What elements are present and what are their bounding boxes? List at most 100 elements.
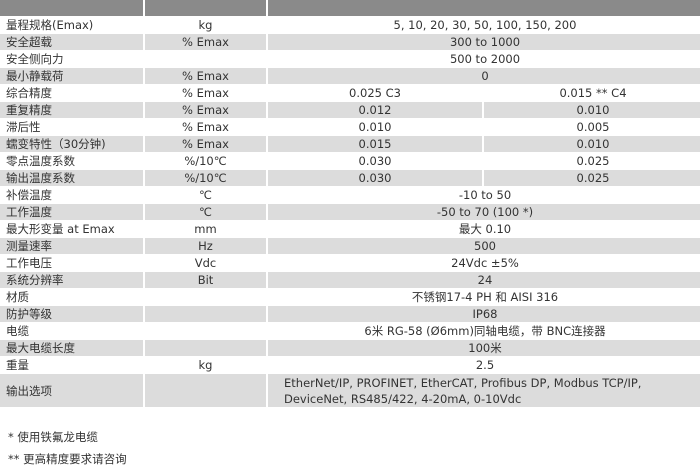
row-value: 24 [268,272,700,288]
header-cell [145,0,266,16]
table-row: 系统分辨率 Bit 24 [0,272,700,288]
row-label: 电缆 [6,324,29,338]
row-value: 0 [268,68,700,84]
table-row: 电缆 6米 RG-58 (Ø6mm)同轴电缆，带 BNC连接器 [0,323,700,339]
row-label: 重量 [6,358,29,372]
row-unit: Bit [145,272,266,288]
row-value: 0.010 [484,136,700,152]
row-label: 蠕变特性（30分钟) [0,136,143,152]
row-unit: %/10℃ [145,170,266,186]
table-row: 综合精度 % Emax 0.025 C3 0.015 ** C4 [0,85,700,101]
row-unit [145,306,266,322]
row-value: 0.025 [484,170,700,186]
row-value: 6米 RG-58 (Ø6mm)同轴电缆，带 BNC连接器 [364,324,606,338]
row-unit: % Emax [145,68,266,84]
row-unit: kg [198,358,213,372]
row-label: 量程规格(Emax) [6,18,94,32]
row-value: 0.012 [268,102,482,118]
header-cell [0,0,143,16]
table-row: 输出温度系数 %/10℃ 0.030 0.025 [0,170,700,186]
table-row: 防护等级 IP68 [0,306,700,322]
row-unit: mm [194,222,217,236]
row-value: 0.010 [358,120,392,134]
row-label: 防护等级 [0,306,143,322]
row-value: 0.015 ** C4 [559,86,627,100]
table-row: 工作电压 Vdc 24Vdc ±5% [0,255,700,271]
row-value: EtherNet/IP, PROFINET, EtherCAT, Profibu… [268,374,700,407]
row-label: 零点温度系数 [6,154,75,168]
row-unit: % Emax [145,136,266,152]
row-value: 0.025 [576,154,610,168]
row-label: 安全侧向力 [6,52,64,66]
row-unit: ℃ [199,188,212,202]
table-row: 工作温度 ℃ -50 to 70 (100 *) [0,204,700,220]
table-row: 重量 kg 2.5 [0,357,700,373]
row-value: 不锈钢17-4 PH 和 AISI 316 [411,290,559,304]
row-value: 0.010 [484,102,700,118]
row-value: 24Vdc ±5% [451,256,519,270]
row-label: 工作温度 [0,204,143,220]
table-row: 蠕变特性（30分钟)% Emax 0.015 0.010 [0,136,700,152]
row-label: 补偿温度 [6,188,52,202]
row-value: 0.025 C3 [349,86,401,100]
row-label: 最大电缆长度 [0,340,143,356]
table-header-row [0,0,700,16]
table-row: 重复精度% Emax 0.012 0.010 [0,102,700,118]
row-unit: % Emax [182,86,229,100]
header-cell [268,0,700,16]
footnotes: * 使用铁氟龙电缆 ** 更高精度要求请咨询 [8,428,127,472]
row-label: 滞后性 [6,120,41,134]
table-row: 安全超载% Emax 300 to 1000 [0,34,700,50]
row-value: 300 to 1000 [268,34,700,50]
row-label: 输出温度系数 [0,170,143,186]
row-unit: %/10℃ [184,154,227,168]
row-label: 材质 [6,290,29,304]
row-unit: Vdc [194,256,217,270]
table-row: 最大电缆长度 100米 [0,340,700,356]
row-unit [145,51,266,67]
table-row: 补偿温度 ℃ -10 to 50 [0,187,700,203]
row-label: 输出选项 [0,374,143,407]
row-unit: % Emax [182,120,229,134]
row-unit: ℃ [145,204,266,220]
row-value: 最大 0.10 [458,222,512,236]
spec-table: 量程规格(Emax) kg 5, 10, 20, 30, 50, 100, 150,… [0,0,700,407]
row-unit [145,289,266,305]
row-label: 测量速率 [0,238,143,254]
table-row: 零点温度系数 %/10℃ 0.030 0.025 [0,153,700,169]
row-unit [145,340,266,356]
row-label: 最大形变量 at Emax [6,222,115,236]
row-unit [145,374,266,407]
table-row: 测量速率 Hz 500 [0,238,700,254]
row-label: 系统分辨率 [0,272,143,288]
row-unit: % Emax [145,34,266,50]
row-unit: % Emax [145,102,266,118]
row-label: 工作电压 [6,256,52,270]
row-value: 2.5 [475,358,495,372]
row-label: 最小静载荷 [0,68,143,84]
table-row: 量程规格(Emax) kg 5, 10, 20, 30, 50, 100, 150,… [0,17,700,33]
footnote: ** 更高精度要求请咨询 [8,452,127,466]
row-value: -50 to 70 (100 *) [268,204,700,220]
table-row: 最大形变量 at Emax mm 最大 0.10 [0,221,700,237]
row-unit: Hz [145,238,266,254]
row-value: -10 to 50 [458,188,512,202]
row-value: 0.030 [268,170,482,186]
row-value: 500 to 2000 [449,52,521,66]
table-row: 滞后性 % Emax 0.010 0.005 [0,119,700,135]
row-value: 5, 10, 20, 30, 50, 100, 150, 200 [393,18,577,32]
row-unit: kg [198,18,213,32]
row-value: 0.005 [576,120,610,134]
row-label: 安全超载 [0,34,143,50]
table-row: 安全侧向力 500 to 2000 [0,51,700,67]
table-row: 最小静载荷% Emax 0 [0,68,700,84]
row-value: 500 [268,238,700,254]
row-value: IP68 [268,306,700,322]
row-value: 100米 [268,340,700,356]
row-label: 重复精度 [0,102,143,118]
row-value: 0.030 [358,154,392,168]
table-row: 输出选项 EtherNet/IP, PROFINET, EtherCAT, Pro… [0,374,700,407]
row-label: 综合精度 [6,86,52,100]
footnote: * 使用铁氟龙电缆 [8,430,98,444]
table-row: 材质 不锈钢17-4 PH 和 AISI 316 [0,289,700,305]
